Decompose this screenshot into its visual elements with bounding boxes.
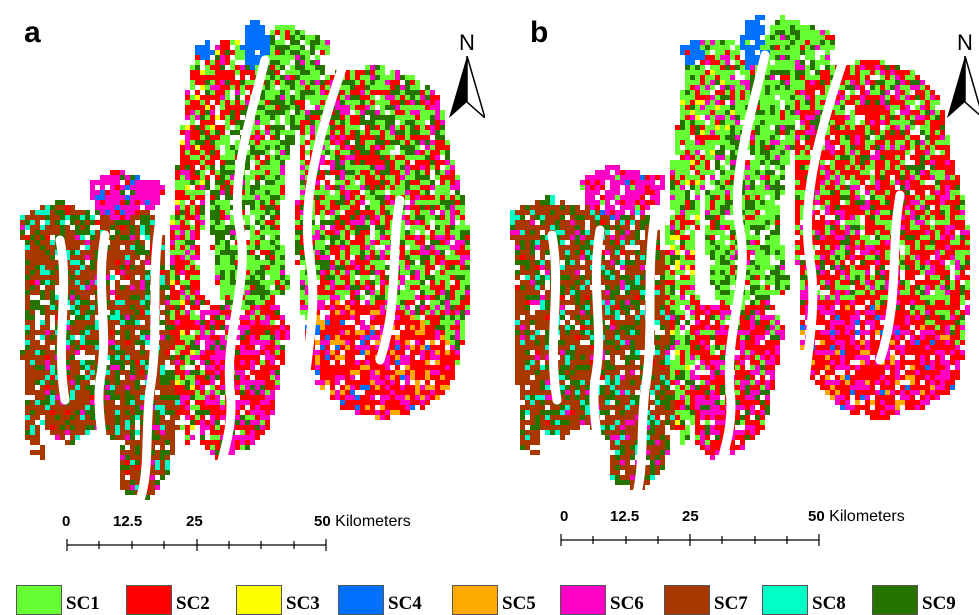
scale-tick-label: 50	[808, 508, 825, 525]
legend-item-sc3: SC3	[236, 583, 320, 615]
legend-item-sc1: SC1	[16, 583, 100, 615]
legend-item-sc4: SC4	[338, 583, 422, 615]
north-arrow-icon	[449, 56, 485, 118]
legend-label: SC3	[286, 593, 320, 614]
scale-tick-label: 12.5	[610, 508, 640, 525]
legend: SC1 SC2 SC3 SC4 SC5 SC6 SC7 SC8 SC9	[0, 580, 979, 615]
legend-label: SC1	[66, 593, 100, 614]
legend-swatch	[762, 585, 808, 615]
legend-swatch	[126, 585, 172, 615]
scale-unit-label: Kilometers	[335, 513, 411, 530]
legend-label: SC7	[714, 593, 748, 614]
legend-label: SC5	[502, 593, 536, 614]
legend-swatch	[16, 585, 62, 615]
scale-tick-label: 0	[62, 513, 71, 530]
north-arrow-b: N	[942, 30, 979, 120]
scale-tick-label: 12.5	[113, 513, 143, 530]
legend-item-sc7: SC7	[664, 583, 748, 615]
panel-label-a: a	[24, 16, 41, 49]
panel-label-b: b	[530, 16, 549, 49]
legend-item-sc9: SC9	[872, 583, 956, 615]
scale-tick-label: 25	[682, 508, 699, 525]
legend-swatch	[236, 585, 282, 615]
legend-label: SC9	[922, 593, 956, 614]
scale-tick-label: 0	[560, 508, 569, 525]
scale-bar-b: 0 12.5 25 50 Kilometers	[558, 508, 905, 558]
legend-label: SC8	[812, 593, 846, 614]
north-label-a: N	[459, 30, 475, 55]
map-panel-b: b N 0 12.5 25 50 Kilometers	[490, 0, 979, 560]
scale-bar-graphic	[560, 534, 820, 546]
scale-bar-graphic	[66, 539, 327, 551]
north-arrow-icon	[947, 56, 979, 118]
legend-swatch	[452, 585, 498, 615]
legend-swatch	[664, 585, 710, 615]
north-label-b: N	[957, 30, 973, 55]
scale-tick-label: 25	[186, 513, 203, 530]
legend-label: SC6	[610, 593, 644, 614]
map-panel-a: a N 0 12.5 25 50 Kilometers	[0, 0, 489, 560]
north-arrow-a: N	[444, 30, 490, 120]
scale-bar-a: 0 12.5 25 50 Kilometers	[60, 513, 411, 563]
legend-swatch	[338, 585, 384, 615]
legend-item-sc5: SC5	[452, 583, 536, 615]
classified-map-a	[20, 20, 470, 505]
legend-label: SC4	[388, 593, 422, 614]
legend-swatch	[560, 585, 606, 615]
scale-tick-label: 50	[314, 513, 331, 530]
legend-item-sc2: SC2	[126, 583, 210, 615]
legend-swatch	[872, 585, 918, 615]
scale-unit-label: Kilometers	[829, 508, 905, 525]
classified-map-b	[510, 15, 970, 505]
legend-label: SC2	[176, 593, 210, 614]
legend-item-sc8: SC8	[762, 583, 846, 615]
legend-item-sc6: SC6	[560, 583, 644, 615]
